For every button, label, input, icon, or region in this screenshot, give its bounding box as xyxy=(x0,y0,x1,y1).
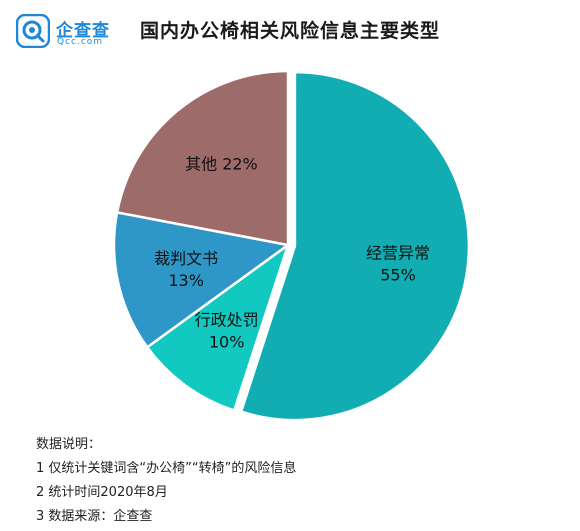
pie-chart: 经营异常 55% 行政处罚 10% 裁判文书 13% 其他 22% xyxy=(112,69,471,422)
pie-slice-other xyxy=(115,69,290,247)
slice-label-admin-penalty: 行政处罚 xyxy=(195,310,259,329)
brand-name: 企查查 xyxy=(56,21,110,41)
note-item-1: 1 仅统计关键词含“办公椅”“转椅”的风险信息 xyxy=(36,461,297,476)
slice-label-court-documents: 裁判文书 xyxy=(154,249,218,268)
brand-domain: Qcc.com xyxy=(57,37,104,47)
qcc-logo-icon xyxy=(16,14,50,48)
slice-label-operating-anomaly: 经营异常 xyxy=(366,243,430,262)
slice-value-admin-penalty: 10% xyxy=(209,332,245,351)
slice-label-other: 其他 22% xyxy=(185,155,258,174)
pie-slice-admin-penalty xyxy=(145,241,291,413)
note-item-2: 2 统计时间2020年8月 xyxy=(36,485,168,500)
brand-logo: 企查查 Qcc.com xyxy=(16,14,146,48)
pie-slice-operating-anomaly xyxy=(239,70,471,422)
pie-slice-court-documents xyxy=(112,210,292,350)
data-notes: 数据说明： 1 仅统计关键词含“办公椅”“转椅”的风险信息 2 统计时间2020… xyxy=(36,433,556,529)
slice-value-court-documents: 13% xyxy=(168,271,204,290)
chart-title: 国内办公椅相关风险信息主要类型 xyxy=(139,20,440,42)
note-item-3: 3 数据来源：企查查 xyxy=(36,509,153,524)
slice-value-operating-anomaly: 55% xyxy=(380,265,416,284)
notes-heading: 数据说明： xyxy=(36,437,102,452)
